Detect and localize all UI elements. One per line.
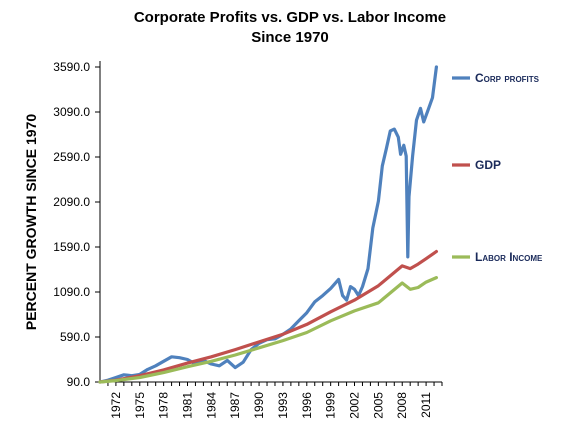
y-tick-label: 2590.0 <box>53 150 90 164</box>
x-tick-label: 2002 <box>348 392 362 419</box>
y-tick-label: 590.0 <box>60 330 90 344</box>
legend-label-labor-income: Labor Income <box>475 250 543 264</box>
series-line-corp-profits <box>98 65 438 384</box>
x-tick-label: 1978 <box>157 392 171 419</box>
x-tick-label: 1987 <box>228 392 242 419</box>
legend-label-corp-profits: Corp profits <box>475 71 540 85</box>
x-tick-label: 2008 <box>395 392 409 419</box>
x-tick-label: 1996 <box>300 392 314 419</box>
chart-title: Corporate Profits vs. GDP vs. Labor Inco… <box>134 9 446 26</box>
x-tick-label: 1984 <box>204 392 218 419</box>
y-tick-label: 1590.0 <box>53 240 90 254</box>
x-tick-label: 1990 <box>252 392 266 419</box>
y-tick-label: 3090.0 <box>53 105 90 119</box>
y-axis-label: PERCENT GROWTH SINCE 1970 <box>23 114 39 330</box>
series-lines <box>98 65 438 384</box>
series-line-gdp <box>98 249 438 384</box>
x-tick-label: 2011 <box>419 392 433 418</box>
x-tick-label: 1972 <box>109 392 123 419</box>
x-tick-label: 2005 <box>371 392 385 419</box>
chart-subtitle: Since 1970 <box>251 29 329 46</box>
x-tick-label: 1993 <box>276 392 290 419</box>
x-tick-label: 1981 <box>180 392 194 419</box>
x-tick-label: 1999 <box>324 392 338 419</box>
x-axis: 1972 1975 1978 1981 1984 1987 1990 1993 1996 1999… <box>100 381 443 419</box>
y-tick-label: 2090.0 <box>53 195 90 209</box>
x-tick-label: 1975 <box>133 392 147 419</box>
series-line-labor-income <box>98 276 438 384</box>
y-axis: 3590.0 3090.0 2590.0 2090.0 1590.0 1090.0 590.… <box>53 60 101 389</box>
y-tick-label: 3590.0 <box>53 60 90 74</box>
legend-label-gdp: GDP <box>475 158 501 172</box>
y-tick-label: 90.0 <box>67 375 91 389</box>
legend: Corp profits GDP Labor Income <box>452 71 543 264</box>
y-tick-label: 1090.0 <box>53 285 90 299</box>
